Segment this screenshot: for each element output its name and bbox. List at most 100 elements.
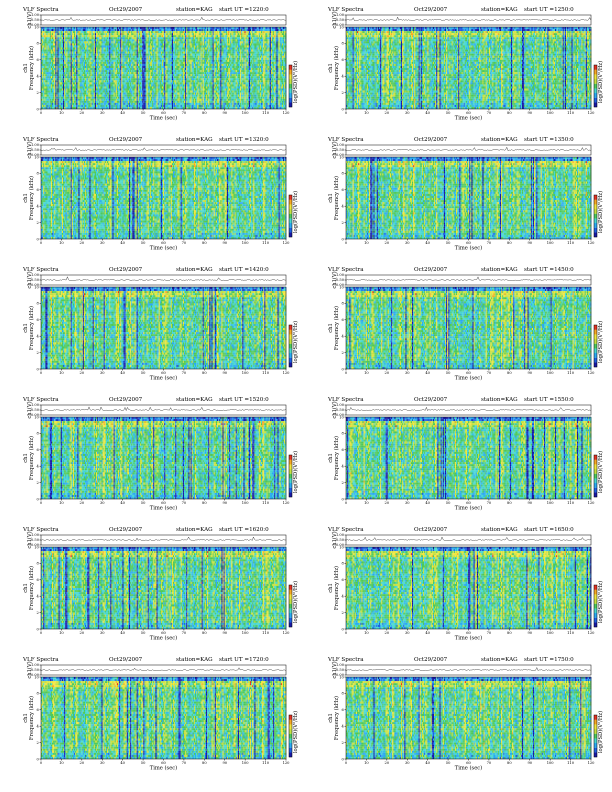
ytick-label: 6 — [342, 578, 345, 582]
ytick-label: 2 — [342, 611, 344, 615]
xtick-label: 60 — [161, 501, 166, 505]
xtick-label: 120 — [283, 501, 291, 505]
xtick-label: 10 — [364, 761, 369, 765]
y-axis-label: Frequency (kHz) — [28, 176, 35, 220]
x-axis-label: Time (sec) — [455, 505, 482, 512]
colorbar-swatch — [289, 492, 292, 497]
timeseries-frame — [41, 145, 286, 155]
ytick-label: 4 — [342, 335, 345, 339]
xtick-label: 120 — [588, 761, 596, 765]
colorbar-swatch — [289, 74, 292, 79]
ytick-label: 6 — [37, 448, 40, 452]
xtick-label: 50 — [446, 761, 451, 765]
ytick-label: 4 — [37, 595, 40, 599]
ytick-label: 10 — [339, 675, 344, 679]
xtick-label: 50 — [446, 631, 451, 635]
xtick-label: 70 — [182, 371, 187, 375]
ytick-label: 2 — [37, 351, 39, 355]
xtick-label: 50 — [141, 761, 146, 765]
xtick-label: 120 — [283, 111, 291, 115]
colorbar-swatch — [594, 460, 597, 465]
chart-station: station=KAG — [481, 7, 518, 13]
xtick-label: 110 — [262, 501, 270, 505]
ytick-label: 8 — [342, 432, 345, 436]
timeseries-trace — [346, 147, 591, 151]
start-time-label: start UT =1220:0 — [219, 7, 269, 13]
xtick-label: 50 — [446, 501, 451, 505]
chart-station: station=KAG — [176, 7, 213, 13]
xtick-label: 40 — [120, 371, 125, 375]
colorbar-swatch — [289, 214, 292, 219]
spectrogram-raster — [346, 157, 591, 239]
channel-label: ch1 — [23, 453, 29, 463]
ytick-label: 4 — [37, 75, 40, 79]
xtick-label: 90 — [222, 371, 227, 375]
channel-label: ch1 — [23, 583, 29, 593]
colorbar-swatch — [594, 488, 597, 493]
colorbar-swatch — [289, 720, 292, 725]
xtick-label: 30 — [405, 761, 410, 765]
xtick-label: 90 — [222, 761, 227, 765]
xtick-label: 30 — [405, 111, 410, 115]
colorbar-swatch — [594, 204, 597, 209]
start-time-label: start UT =1650:0 — [524, 527, 574, 533]
xtick-label: 20 — [385, 501, 390, 505]
chart-station: station=KAG — [176, 267, 213, 273]
spectrogram-raster — [346, 287, 591, 369]
colorbar-swatch — [594, 483, 597, 488]
colorbar-swatch — [594, 209, 597, 214]
y-axis-label: Frequency (kHz) — [28, 46, 35, 90]
xtick-label: 120 — [588, 501, 596, 505]
colorbar-swatch — [594, 223, 597, 228]
spectra-panel: VLF Spectra Oct29/2007 station=KAG start UT… — [5, 395, 295, 513]
start-time-label: start UT =1520:0 — [219, 397, 269, 403]
channel-label: ch1 — [23, 63, 29, 73]
xtick-label: 30 — [100, 241, 105, 245]
colorbar-swatch — [289, 622, 292, 627]
colorbar-swatch — [289, 590, 292, 595]
spectrogram-raster — [41, 547, 286, 629]
colorbar-swatch — [289, 734, 292, 739]
ytick-label: 2 — [342, 221, 344, 225]
ytick-label: 8 — [37, 42, 40, 46]
y-axis-label: Frequency (kHz) — [28, 306, 35, 350]
x-axis-label: Time (sec) — [455, 245, 482, 252]
xtick-label: 30 — [405, 371, 410, 375]
xtick-label: 20 — [80, 761, 85, 765]
xtick-label: 0 — [345, 501, 348, 505]
xtick-label: 0 — [345, 761, 348, 765]
colorbar-swatch — [289, 65, 292, 70]
xtick-label: 60 — [161, 761, 166, 765]
channel-label: ch1 — [328, 453, 334, 463]
top-axis-label: ch1(V) — [331, 141, 338, 158]
xtick-label: 10 — [364, 501, 369, 505]
ytick-label: 2 — [37, 91, 39, 95]
colorbar-swatch — [289, 455, 292, 460]
spectrogram-raster — [41, 677, 286, 759]
xtick-label: 120 — [588, 241, 596, 245]
chart-date: Oct29/2007 — [109, 657, 143, 663]
xtick-label: 0 — [40, 371, 43, 375]
xtick-label: 90 — [527, 371, 532, 375]
colorbar-swatch — [594, 93, 597, 98]
colorbar-swatch — [289, 464, 292, 469]
xtick-label: 70 — [182, 111, 187, 115]
xtick-label: 10 — [59, 501, 64, 505]
top-axis-label: ch1(V) — [331, 531, 338, 548]
colorbar-swatch — [289, 608, 292, 613]
channel-label: ch1 — [328, 63, 334, 73]
timeseries-trace — [41, 17, 286, 21]
y-axis-label: Frequency (kHz) — [28, 566, 35, 610]
spectra-panel: VLF Spectra Oct29/2007 station=KAG start UT… — [310, 265, 600, 383]
ytick-label: 10 — [34, 675, 39, 679]
xtick-label: 90 — [222, 501, 227, 505]
channel-label: ch1 — [23, 323, 29, 333]
xtick-label: 100 — [547, 501, 555, 505]
xtick-label: 100 — [547, 631, 555, 635]
timeseries-trace — [41, 537, 286, 541]
colorbar-swatch — [289, 70, 292, 75]
spectrogram-raster — [41, 287, 286, 369]
xtick-label: 90 — [222, 111, 227, 115]
colorbar-swatch — [289, 743, 292, 748]
xtick-label: 40 — [120, 501, 125, 505]
